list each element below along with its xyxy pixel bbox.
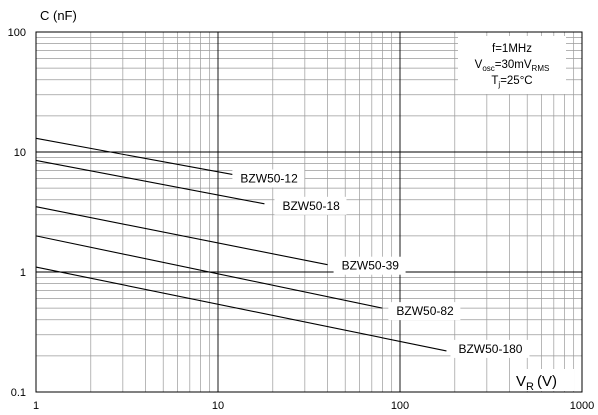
- x-tick-label: 100: [391, 400, 409, 412]
- x-tick-label: 1000: [570, 400, 594, 412]
- condition-junction-temperature: Tj=25°C: [491, 75, 532, 89]
- x-axis-title: VR (V): [516, 373, 557, 393]
- series-label-bzw50-180: BZW50-180: [458, 342, 522, 356]
- x-tick-label: 1: [33, 400, 39, 412]
- series-line-bzw50-82: [35, 235, 383, 309]
- series-line-bzw50-18: [35, 159, 265, 205]
- series-label-background: [388, 302, 461, 321]
- series-label-bzw50-82: BZW50-82: [396, 304, 454, 318]
- series-lines: [35, 137, 447, 352]
- series-label-background: [450, 339, 530, 358]
- y-tick-label: 10: [14, 147, 26, 159]
- series-label-bzw50-39: BZW50-39: [342, 259, 400, 273]
- series-labels: BZW50-12 BZW50-18 BZW50-39 BZW50-82 BZW50-18…: [232, 169, 530, 358]
- y-tick-labels: 100 10 1 0.1: [8, 27, 26, 399]
- series-line-bzw50-39: [35, 206, 328, 266]
- plot-frame: [35, 31, 583, 393]
- y-tick-label: 0.1: [11, 387, 26, 399]
- condition-oscillator-voltage: Vosc=30mVRMS: [475, 59, 550, 73]
- y-tick-label: 1: [20, 267, 26, 279]
- series-label-bzw50-18: BZW50-18: [282, 199, 340, 213]
- series-label-bzw50-12: BZW50-12: [240, 171, 298, 185]
- test-conditions-box: f=1MHz Vosc=30mVRMS Tj=25°C: [458, 36, 566, 94]
- y-tick-label: 100: [8, 27, 26, 39]
- series-label-background: [333, 256, 406, 275]
- x-axis-title-box: VR (V): [512, 369, 574, 393]
- series-label-background: [232, 169, 305, 188]
- series-line-bzw50-180: [35, 266, 447, 352]
- y-axis-title: C (nF): [40, 8, 77, 23]
- condition-frequency: f=1MHz: [492, 43, 532, 55]
- x-tick-label: 10: [212, 400, 224, 412]
- series-line-bzw50-12: [35, 137, 233, 175]
- x-tick-labels: 1 10 100 1000: [33, 400, 594, 412]
- series-label-background: [274, 196, 347, 215]
